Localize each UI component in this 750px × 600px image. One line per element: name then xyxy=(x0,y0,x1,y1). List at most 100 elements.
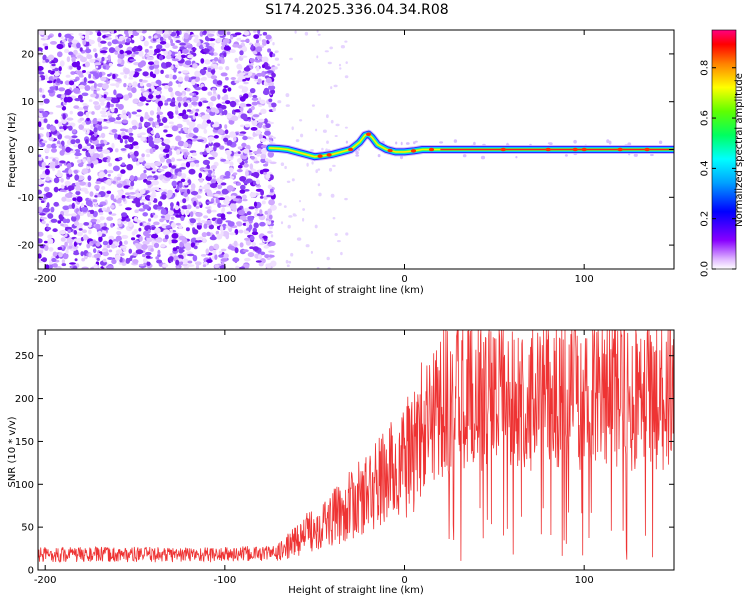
noise-speckle xyxy=(220,230,224,237)
noise-speckle xyxy=(128,132,134,136)
noise-speckle xyxy=(219,264,226,269)
noise-speckle xyxy=(151,73,157,79)
signal-peak xyxy=(326,153,332,157)
noise-speckle xyxy=(94,204,99,208)
noise-speckle xyxy=(44,45,49,50)
noise-speckle xyxy=(112,165,120,172)
noise-speckle xyxy=(139,35,144,41)
noise-speckle xyxy=(178,112,185,117)
noise-speckle xyxy=(214,254,218,260)
noise-speckle xyxy=(255,260,262,263)
noise-speckle xyxy=(189,218,196,224)
noise-speckle xyxy=(137,61,144,68)
noise-speckle xyxy=(249,192,257,198)
noise-speckle xyxy=(59,144,63,149)
noise-speckle xyxy=(413,141,416,145)
noise-speckle xyxy=(188,168,196,175)
noise-speckle xyxy=(278,202,282,206)
noise-speckle xyxy=(210,75,218,80)
noise-speckle xyxy=(239,107,244,112)
noise-speckle xyxy=(176,185,180,191)
noise-speckle xyxy=(119,241,123,246)
noise-speckle xyxy=(270,234,274,238)
noise-speckle xyxy=(45,147,50,153)
snr-panel: -200 -100 0 100 0 50 100 150 200 250 Height of st… xyxy=(7,329,675,596)
noise-speckle xyxy=(102,240,109,246)
noise-speckle xyxy=(80,251,84,257)
noise-speckle xyxy=(135,114,142,117)
noise-speckle xyxy=(265,34,272,40)
noise-speckle xyxy=(121,162,126,166)
noise-speckle xyxy=(133,229,138,235)
noise-speckle xyxy=(252,131,256,138)
noise-speckle xyxy=(132,141,139,146)
noise-speckle xyxy=(98,212,104,216)
x-tick-label: -100 xyxy=(213,274,236,285)
noise-speckle xyxy=(120,169,126,174)
noise-speckle xyxy=(344,126,348,129)
noise-speckle xyxy=(145,251,152,256)
noise-speckle xyxy=(344,40,348,43)
noise-speckle xyxy=(110,223,114,228)
noise-speckle xyxy=(168,150,173,156)
noise-speckle xyxy=(136,198,141,203)
noise-speckle xyxy=(245,221,250,228)
noise-speckle xyxy=(79,181,86,186)
noise-speckle xyxy=(270,260,277,267)
noise-speckle xyxy=(67,185,75,191)
noise-speckle xyxy=(120,148,127,151)
noise-speckle xyxy=(58,214,63,220)
noise-speckle xyxy=(81,92,89,97)
noise-speckle xyxy=(146,153,150,158)
noise-speckle xyxy=(201,115,208,120)
noise-speckle xyxy=(217,202,222,208)
noise-speckle xyxy=(78,228,83,231)
noise-speckle xyxy=(262,148,267,155)
noise-speckle xyxy=(133,48,140,52)
noise-speckle xyxy=(161,165,168,169)
noise-speckle xyxy=(149,195,155,202)
noise-speckle xyxy=(176,266,180,269)
noise-speckle xyxy=(132,51,141,55)
noise-speckle xyxy=(243,30,250,36)
noise-speckle xyxy=(195,237,201,241)
noise-speckle xyxy=(47,35,53,38)
noise-speckle xyxy=(179,42,186,46)
noise-speckle xyxy=(260,108,267,115)
noise-speckle xyxy=(55,85,59,91)
noise-speckle xyxy=(257,78,262,84)
noise-speckle xyxy=(92,117,98,125)
noise-speckle xyxy=(68,80,75,86)
noise-speckle xyxy=(658,140,663,145)
noise-speckle xyxy=(324,50,329,53)
noise-speckle xyxy=(140,83,144,87)
noise-speckle xyxy=(106,158,111,163)
noise-speckle xyxy=(102,149,110,155)
noise-speckle xyxy=(57,121,63,128)
noise-speckle xyxy=(64,89,72,96)
noise-speckle xyxy=(127,221,133,227)
noise-speckle xyxy=(217,30,225,35)
noise-speckle xyxy=(165,153,170,158)
noise-speckle xyxy=(108,249,113,253)
noise-speckle xyxy=(137,158,144,163)
spectrogram-x-axis-label: Height of straight line (km) xyxy=(288,285,424,296)
noise-speckle xyxy=(255,65,260,72)
noise-speckle xyxy=(288,215,293,218)
noise-speckle xyxy=(108,211,113,215)
noise-speckle xyxy=(116,176,122,181)
noise-speckle xyxy=(211,234,215,240)
snr-series xyxy=(38,330,674,564)
noise-speckle xyxy=(38,71,45,75)
noise-speckle xyxy=(182,48,189,54)
noise-speckle xyxy=(64,213,72,217)
noise-speckle xyxy=(87,175,92,182)
noise-speckle xyxy=(345,61,348,64)
noise-speckle xyxy=(315,128,318,132)
noise-speckle xyxy=(142,240,150,245)
noise-speckle xyxy=(64,226,73,230)
noise-speckle xyxy=(73,241,77,247)
noise-speckle xyxy=(230,77,236,80)
noise-speckle xyxy=(189,92,195,96)
noise-speckle xyxy=(239,242,244,248)
